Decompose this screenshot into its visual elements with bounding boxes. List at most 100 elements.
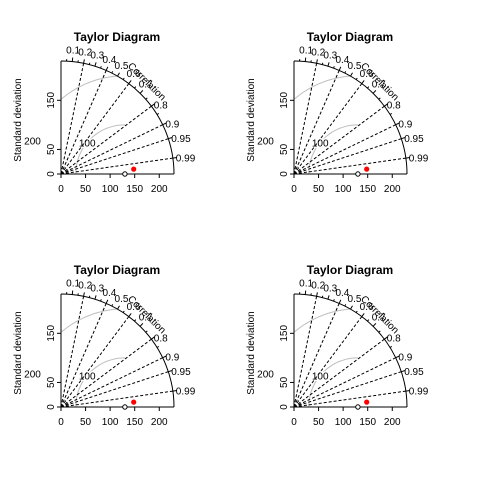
correlation-tick-label: 0.6: [127, 302, 141, 313]
y-tick-label: 150: [279, 92, 290, 109]
correlation-tick-label: 0.1: [66, 279, 80, 290]
y-tick-label: 0: [46, 171, 57, 177]
correlation-tick-0.8: [384, 336, 388, 340]
correlation-ray-0.8: [60, 105, 152, 175]
correlation-tick-0.6: [361, 313, 365, 317]
x-tick-label: 0: [58, 417, 64, 428]
correlation-tick-label: 0.2: [78, 47, 92, 58]
rms-contour-label-100: 100: [79, 138, 96, 149]
x-tick-label: 50: [313, 184, 325, 195]
x-tick-label: 150: [126, 184, 143, 195]
correlation-tick-0.6: [128, 313, 132, 317]
correlation-minor-tick: [122, 310, 125, 313]
taylor-diagram-panel-1: Taylor Diagram Standard deviation 100 200 0 5…: [0, 0, 240, 240]
correlation-arc: [293, 293, 408, 408]
correlation-tick-0.5: [350, 305, 353, 310]
correlation-tick-0.2: [316, 59, 318, 64]
y-tick-label: 50: [279, 376, 290, 388]
taylor-diagram-svg: Taylor Diagram Standard deviation 100 200 0 5…: [246, 30, 429, 195]
correlation-ray-0.4: [60, 303, 107, 408]
correlation-ray-0.6: [293, 83, 363, 175]
correlation-tick-label: 0.95: [404, 134, 424, 145]
correlation-minor-tick: [145, 97, 148, 100]
correlation-tick-label: 0.2: [311, 280, 325, 291]
correlation-tick-label: 0.95: [404, 367, 424, 378]
correlation-ray-0.2: [293, 63, 318, 175]
x-tick-label: 50: [313, 417, 325, 428]
correlation-ray-0.9: [293, 124, 396, 175]
correlation-minor-tick: [333, 66, 335, 69]
x-tick-label: 200: [384, 417, 401, 428]
correlation-tick-0.8: [384, 103, 388, 107]
correlation-tick-0.2: [83, 59, 85, 64]
correlation-tick-label: 0.4: [335, 288, 349, 299]
correlation-ray-0.99: [293, 157, 406, 175]
correlation-tick-label: 0.9: [165, 352, 179, 363]
chart-title: Taylor Diagram: [74, 263, 160, 277]
correlation-tick-label: 0.4: [335, 55, 349, 66]
correlation-minor-tick: [378, 97, 381, 100]
x-tick-label: 50: [80, 184, 92, 195]
x-tick-label: 100: [335, 184, 352, 195]
y-tick-label: 50: [46, 143, 57, 155]
correlation-tick-label: 0.5: [115, 294, 129, 305]
correlation-tick-label: 0.7: [372, 313, 386, 324]
correlation-tick-label: 0.5: [348, 294, 362, 305]
correlation-tick-0.99: [172, 390, 177, 392]
correlation-tick-label: 0.5: [348, 61, 362, 72]
correlation-minor-tick: [344, 71, 347, 74]
correlation-minor-tick: [389, 112, 393, 115]
correlation-tick-0.7: [139, 90, 144, 94]
correlation-tick-0.3: [94, 62, 97, 67]
correlation-minor-tick: [367, 319, 370, 322]
correlation-tick-0.5: [350, 72, 353, 77]
correlation-ray-0.4: [60, 70, 107, 175]
correlation-tick-0.95: [168, 137, 173, 140]
correlation-ray-0.99: [293, 390, 406, 408]
correlation-tick-label: 0.4: [102, 55, 116, 66]
correlation-tick-0.9: [395, 122, 400, 126]
correlation-tick-label: 0.8: [387, 333, 401, 344]
correlation-tick-label: 0.1: [299, 279, 313, 290]
correlation-minor-tick: [100, 299, 102, 302]
model-point: [131, 399, 137, 405]
correlation-tick-label: 0.6: [360, 302, 374, 313]
correlation-tick-0.3: [94, 295, 97, 300]
correlation-ray-0.2: [60, 296, 85, 408]
correlation-ray-0.2: [60, 63, 85, 175]
correlation-tick-0.9: [162, 122, 167, 126]
correlation-axis-label: Correlation: [358, 61, 400, 103]
correlation-minor-tick: [344, 304, 347, 307]
rms-contour-100: [75, 124, 125, 175]
correlation-tick-label: 0.8: [154, 333, 168, 344]
correlation-tick-label: 0.8: [387, 100, 401, 111]
rms-contour-label-100: 100: [312, 138, 329, 149]
correlation-tick-label: 0.6: [127, 69, 141, 80]
correlation-tick-0.99: [172, 157, 177, 159]
correlation-ray-0.8: [60, 338, 152, 408]
correlation-minor-tick: [145, 330, 148, 333]
correlation-minor-tick: [321, 62, 324, 65]
rms-contour-200: [61, 308, 119, 333]
correlation-tick-label: 0.99: [409, 154, 429, 165]
correlation-ray-0.99: [60, 390, 173, 408]
correlation-tick-label: 0.9: [398, 119, 412, 130]
correlation-tick-0.4: [338, 66, 342, 71]
x-tick-label: 50: [80, 417, 92, 428]
correlation-arc: [60, 60, 175, 175]
correlation-tick-label: 0.95: [171, 367, 191, 378]
y-tick-label: 150: [279, 325, 290, 342]
correlation-tick-label: 0.2: [311, 47, 325, 58]
correlation-tick-label: 0.4: [102, 288, 116, 299]
correlation-minor-tick: [111, 71, 114, 74]
correlation-tick-0.95: [168, 370, 173, 373]
correlation-tick-label: 0.3: [323, 284, 337, 295]
model-point: [131, 166, 137, 172]
correlation-ray-0.95: [293, 138, 402, 175]
correlation-tick-label: 0.7: [372, 80, 386, 91]
y-axis-label: Standard deviation: [13, 311, 24, 394]
correlation-tick-label: 0.5: [115, 61, 129, 72]
correlation-tick-0.9: [395, 355, 400, 359]
x-tick-label: 0: [291, 417, 297, 428]
